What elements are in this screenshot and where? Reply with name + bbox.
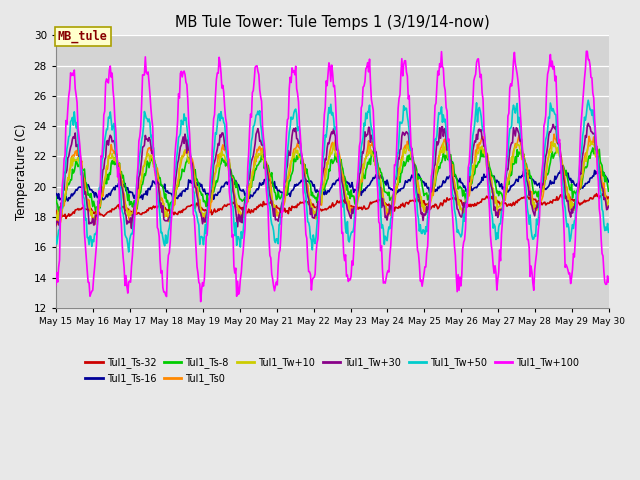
Title: MB Tule Tower: Tule Temps 1 (3/19/14-now): MB Tule Tower: Tule Temps 1 (3/19/14-now…	[175, 15, 490, 30]
Legend: Tul1_Ts-32, Tul1_Ts-16, Tul1_Ts-8, Tul1_Ts0, Tul1_Tw+10, Tul1_Tw+30, Tul1_Tw+50,: Tul1_Ts-32, Tul1_Ts-16, Tul1_Ts-8, Tul1_…	[81, 354, 583, 388]
Y-axis label: Temperature (C): Temperature (C)	[15, 123, 28, 220]
Text: MB_tule: MB_tule	[58, 30, 108, 43]
